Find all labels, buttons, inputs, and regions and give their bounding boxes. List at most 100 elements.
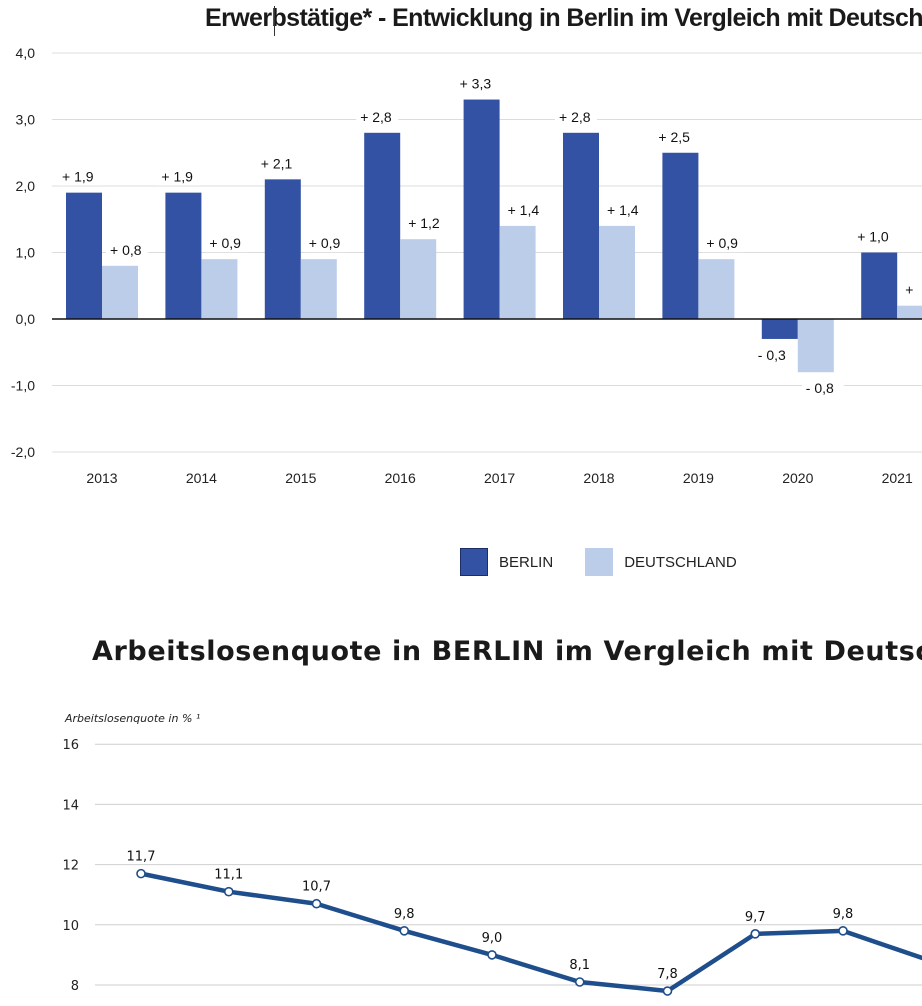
data-label-bg	[304, 234, 347, 253]
legend-item-deutschland: DEUTSCHLAND	[585, 548, 737, 576]
data-label-berlin-2013: + 1,9	[62, 169, 94, 185]
line-data-label: 7,8	[657, 967, 678, 982]
line-data-label: 11,1	[214, 868, 243, 883]
bar-deutschland-2018	[599, 225, 635, 319]
line-point-berlin	[311, 898, 322, 909]
data-label-bg	[555, 107, 597, 126]
legend-label-berlin: BERLIN	[499, 553, 554, 571]
line-data-label: 11,7	[127, 850, 156, 865]
line-data-label: 9,8	[833, 907, 854, 922]
bar-deutschland-2019	[698, 259, 735, 319]
x-tick-label-2017: 2017	[484, 470, 515, 486]
data-label-bg	[404, 214, 447, 233]
line-point-berlin	[136, 868, 146, 879]
y-axis-label: Arbeitslosenquote in % ¹	[64, 712, 200, 725]
bar-chart: + 1,9 + 0,8 + 1,9 + 0,9 + 2,1 + 0,9 + 2,8 + 1,2…	[11, 45, 922, 486]
data-label-bg	[157, 167, 200, 186]
data-label-bg	[106, 240, 148, 259]
bar-berlin-2014	[165, 192, 202, 319]
data-label-bg	[654, 127, 697, 146]
legend-swatch-deutschland	[585, 548, 614, 576]
y-tick-label: -1,0	[11, 378, 35, 394]
y-tick-label: 12	[62, 859, 79, 874]
data-label-bg	[205, 234, 248, 253]
data-label-bg	[455, 74, 498, 93]
x-tick-label-2015: 2015	[285, 470, 316, 486]
line-data-label: 8,1	[569, 958, 590, 973]
line-data-label: 9,8	[394, 907, 415, 922]
data-label-deutschland-2019: + 0,9	[706, 235, 738, 251]
chart-title-unemployment: Arbeitslosenquote in BERLIN im Vergleich…	[92, 636, 922, 667]
bar-berlin-2015	[264, 179, 301, 319]
y-tick-label: 14	[62, 798, 79, 813]
legend-item-berlin: BERLIN	[460, 548, 553, 576]
data-label-bg	[901, 280, 915, 299]
y-tick-label: 4,0	[16, 45, 36, 61]
bar-berlin-2018	[563, 132, 599, 319]
data-label-deutschland-2014: + 0,9	[209, 235, 241, 251]
chart-title-employment: Erwerbstätige* - Entwicklung in Berlin i…	[205, 4, 922, 32]
y-tick-label: 16	[62, 738, 79, 753]
bar-berlin-2016	[364, 132, 401, 319]
line-data-label: 9,0	[482, 931, 503, 946]
data-label-berlin-2014: + 1,9	[161, 169, 193, 185]
bar-berlin-2017	[463, 99, 500, 319]
data-label-bg	[801, 379, 844, 398]
bar-deutschland-2013	[102, 265, 138, 319]
data-label-berlin-2020: - 0,3	[758, 347, 786, 363]
text-cursor	[274, 6, 275, 36]
line-point-berlin	[574, 977, 585, 987]
y-tick-label: 0,0	[16, 311, 36, 327]
y-tick-label: 10	[62, 919, 79, 934]
data-label-bg	[503, 200, 546, 219]
data-label-bg	[356, 107, 399, 126]
bar-deutschland-2015	[300, 259, 337, 319]
line-series-berlin	[140, 871, 922, 994]
y-tick-label: 3,0	[16, 112, 36, 128]
data-label-deutschland-2016: + 1,2	[408, 215, 440, 231]
bar-deutschland-2020	[797, 319, 834, 373]
legend-label-deutschland: DEUTSCHLAND	[624, 553, 737, 571]
data-label-berlin-2017: + 3,3	[460, 76, 492, 92]
x-tick-label-2018: 2018	[583, 470, 614, 486]
x-tick-label-2020: 2020	[782, 470, 813, 486]
bar-deutschland-2021	[897, 305, 922, 319]
bar-deutschland-2014	[201, 259, 238, 319]
line-point-berlin	[838, 926, 848, 936]
legend-swatch-berlin	[460, 548, 488, 576]
data-label-deutschland-2015: + 0,9	[309, 235, 341, 251]
data-label-bg	[256, 154, 299, 173]
bar-berlin-2021	[861, 252, 898, 319]
bar-berlin-2020	[761, 319, 798, 339]
y-tick-label: 2,0	[16, 178, 36, 194]
bar-deutschland-2017	[499, 225, 536, 319]
data-label-berlin-2019: + 2,5	[658, 129, 690, 145]
line-point-berlin	[223, 886, 234, 897]
data-label-berlin-2015: + 2,1	[261, 155, 293, 171]
x-tick-label-2013: 2013	[86, 470, 117, 486]
data-label-bg	[702, 234, 745, 253]
data-label-berlin-2018: + 2,8	[559, 109, 591, 125]
line-point-berlin	[487, 950, 497, 960]
data-label-bg	[853, 227, 896, 246]
line-data-label: 9,7	[745, 910, 766, 925]
bar-berlin-2013	[66, 192, 102, 319]
data-label-berlin-2021: + 1,0	[857, 229, 889, 245]
data-label-bg	[58, 167, 100, 186]
line-point-berlin	[750, 929, 761, 939]
line-point-berlin	[399, 926, 410, 936]
bar-deutschland-2016	[400, 239, 437, 319]
x-tick-label-2014: 2014	[186, 470, 217, 486]
line-data-label: 10,7	[302, 880, 331, 895]
legend: BERLIN DEUTSCHLAND	[460, 548, 769, 576]
y-tick-label: -2,0	[11, 444, 35, 460]
x-tick-label-2016: 2016	[385, 470, 416, 486]
bar-berlin-2019	[662, 152, 699, 319]
y-tick-label: 1,0	[16, 245, 36, 261]
data-label-deutschland-2017: + 1,4	[508, 202, 540, 218]
data-label-deutschland-2018: + 1,4	[607, 202, 639, 218]
data-label-deutschland-2013: + 0,8	[110, 242, 142, 258]
data-label-berlin-2016: + 2,8	[360, 109, 392, 125]
